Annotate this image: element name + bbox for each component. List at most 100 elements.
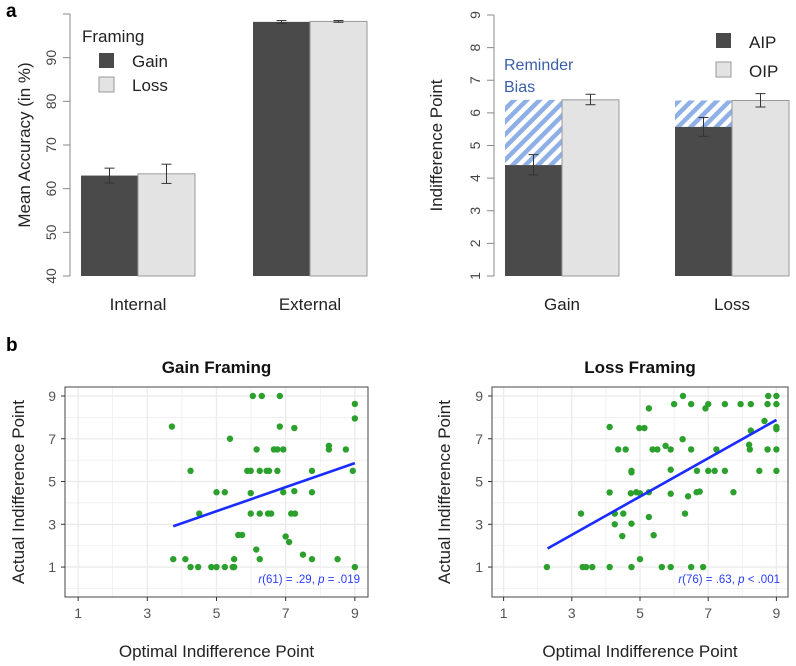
y-tick-label: 60: [43, 181, 59, 197]
data-point: [773, 400, 780, 408]
data-point: [765, 392, 772, 400]
data-point: [267, 510, 275, 517]
y-axis-label: Mean Accuracy (in %): [15, 62, 34, 227]
bar-aip-gain: [505, 165, 562, 276]
data-point: [681, 510, 689, 517]
x-tick-label: 3: [143, 605, 151, 621]
data-point: [662, 442, 669, 450]
data-point: [619, 532, 626, 540]
legend-label-aip: AIP: [749, 33, 776, 52]
x-tick-label: 9: [351, 605, 359, 621]
data-point: [667, 446, 674, 453]
data-point: [187, 563, 194, 571]
data-point: [247, 467, 254, 475]
data-point: [221, 563, 229, 571]
data-point: [194, 563, 202, 571]
data-point: [650, 531, 657, 539]
panel-label-a: a: [6, 1, 17, 22]
legend-label-gain: Gain: [132, 52, 168, 71]
plot-title: Gain Framing: [162, 358, 272, 377]
data-point: [247, 510, 254, 517]
data-point: [226, 435, 234, 442]
data-point: [756, 467, 763, 475]
bar-gain-external: [253, 21, 310, 276]
stat-part: p: [317, 574, 325, 586]
y-tick-label: 6: [467, 109, 483, 117]
data-point: [628, 520, 635, 527]
regression-line: [546, 418, 778, 550]
data-point: [349, 467, 356, 475]
data-point: [589, 563, 596, 571]
y-tick-label: 3: [475, 516, 483, 532]
y-tick-label: 40: [43, 268, 59, 284]
data-point: [702, 405, 709, 412]
data-point: [627, 490, 634, 497]
data-point: [684, 493, 692, 500]
data-point: [705, 467, 712, 475]
category-label: Loss: [714, 295, 750, 314]
data-point: [182, 555, 189, 563]
data-point: [256, 555, 263, 563]
data-point: [285, 538, 293, 546]
data-point: [196, 510, 203, 517]
y-tick-label: 9: [467, 11, 483, 19]
data-point: [711, 467, 718, 475]
legend-label-oip: OIP: [749, 62, 778, 81]
bar-oip-gain: [561, 99, 620, 277]
data-point: [614, 446, 622, 453]
y-tick-label: 50: [43, 224, 59, 240]
data-point: [253, 446, 260, 453]
data-point: [721, 400, 729, 408]
data-point: [256, 467, 263, 475]
data-point: [606, 489, 613, 496]
data-point: [761, 417, 768, 425]
data-point: [247, 489, 254, 497]
data-point: [636, 424, 643, 432]
data-point: [274, 467, 281, 475]
data-point: [713, 446, 720, 453]
data-point: [667, 490, 674, 497]
y-tick-label: 8: [467, 44, 483, 52]
y-tick-label: 80: [43, 93, 59, 109]
data-point: [238, 531, 246, 539]
data-point: [221, 489, 229, 496]
loss-scatter-plot: 1 3 5 7 9 1 3 5 7 9 Loss Framing Optimal Indifferen…: [435, 358, 789, 661]
data-point: [649, 446, 656, 453]
data-point: [170, 555, 177, 563]
data-point: [773, 392, 780, 400]
data-point: [274, 446, 281, 453]
data-point: [620, 510, 627, 517]
data-point: [628, 469, 635, 476]
gain-scatter-plot: 1 3 5 7 9 1 3 5 7 9 Gain Framing Optimal Indifferen…: [9, 358, 369, 661]
data-point: [693, 467, 701, 475]
data-point: [679, 392, 687, 400]
y-tick-label: 70: [43, 137, 59, 153]
legend-swatch-aip: [716, 33, 731, 48]
data-point: [730, 489, 737, 496]
data-point: [282, 533, 289, 540]
data-point: [611, 521, 618, 528]
y-tick-label: 7: [48, 431, 56, 447]
correlation-stat: r(61) = .29, p = .019: [258, 574, 360, 586]
data-point: [737, 400, 744, 408]
data-point: [291, 510, 299, 517]
data-point: [746, 446, 754, 453]
data-point: [764, 400, 771, 408]
data-point: [687, 400, 695, 408]
data-point: [645, 513, 653, 521]
data-point: [606, 423, 613, 431]
data-point: [577, 510, 585, 517]
legend-swatch-oip: [715, 61, 732, 78]
data-point: [299, 551, 307, 558]
data-point: [291, 424, 298, 432]
data-point: [721, 467, 729, 475]
reminder-bias-label: Reminder: [504, 57, 574, 74]
data-point: [213, 489, 220, 496]
stat-part: (61) = .29,: [262, 574, 318, 586]
y-tick-label: 7: [475, 431, 483, 447]
stat-part: r: [258, 574, 263, 586]
y-axis-label: Actual Indifference Point: [435, 400, 454, 584]
y-tick-label: 5: [467, 141, 483, 149]
regression-line: [172, 461, 356, 528]
data-point: [687, 563, 695, 571]
